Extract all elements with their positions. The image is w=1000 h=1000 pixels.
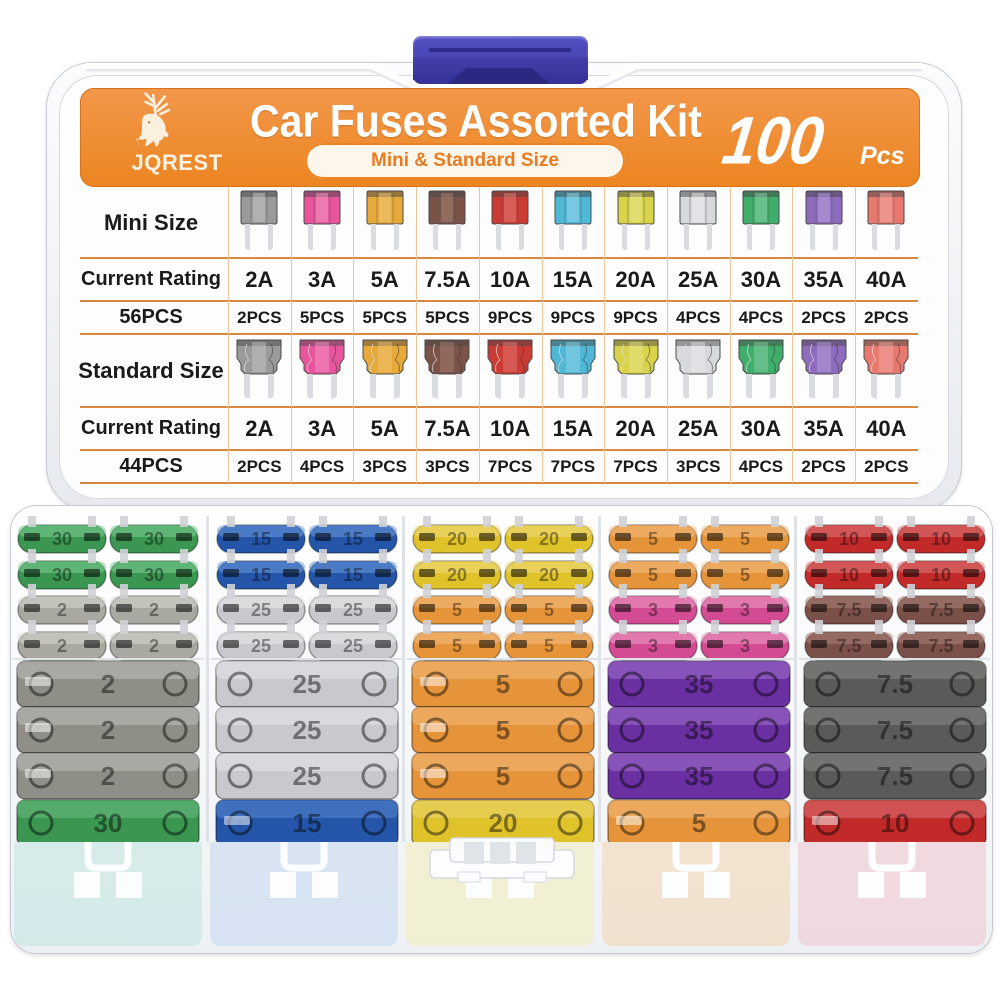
svg-text:35: 35: [685, 715, 714, 745]
svg-text:2: 2: [101, 669, 115, 699]
svg-text:2: 2: [57, 636, 67, 656]
svg-text:5: 5: [496, 761, 510, 791]
svg-text:15: 15: [293, 808, 322, 838]
svg-text:2: 2: [101, 715, 115, 745]
svg-text:35: 35: [685, 761, 714, 791]
svg-text:25: 25: [293, 669, 322, 699]
svg-text:30: 30: [94, 808, 123, 838]
svg-text:5: 5: [496, 715, 510, 745]
svg-text:7.5: 7.5: [877, 715, 913, 745]
svg-text:35: 35: [685, 669, 714, 699]
svg-text:7.5: 7.5: [877, 669, 913, 699]
svg-text:25: 25: [293, 715, 322, 745]
svg-text:7.5: 7.5: [877, 761, 913, 791]
svg-text:25: 25: [343, 636, 363, 656]
svg-text:7.5: 7.5: [928, 636, 953, 656]
svg-text:5: 5: [544, 636, 554, 656]
svg-text:3: 3: [740, 636, 750, 656]
svg-text:2: 2: [149, 636, 159, 656]
svg-text:25: 25: [293, 761, 322, 791]
svg-text:5: 5: [452, 636, 462, 656]
svg-text:7.5: 7.5: [836, 636, 861, 656]
svg-text:10: 10: [881, 808, 910, 838]
svg-text:3: 3: [648, 636, 658, 656]
svg-text:5: 5: [496, 669, 510, 699]
svg-text:2: 2: [101, 761, 115, 791]
svg-text:5: 5: [692, 808, 706, 838]
svg-text:25: 25: [251, 636, 271, 656]
